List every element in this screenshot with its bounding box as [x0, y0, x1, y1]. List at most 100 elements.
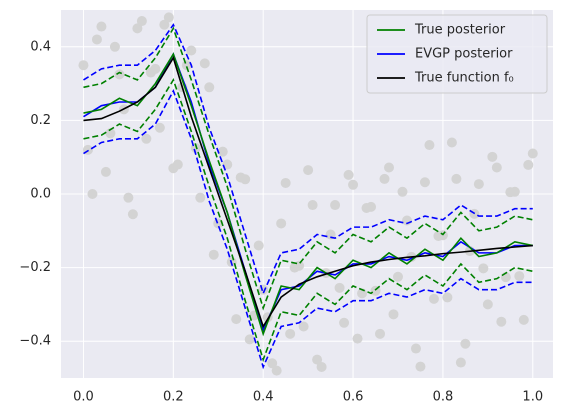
data-point [487, 151, 498, 162]
data-point [91, 34, 102, 45]
data-point [208, 249, 219, 260]
x-tick-label: 0.8 [433, 390, 454, 405]
data-point [388, 309, 399, 320]
data-point [334, 282, 345, 293]
data-point [154, 122, 165, 133]
data-point [307, 200, 318, 211]
data-point [271, 365, 282, 376]
band-line [83, 23, 533, 296]
data-point [267, 358, 278, 369]
data-point [460, 338, 471, 349]
data-point [172, 159, 183, 170]
data-point [235, 172, 246, 183]
data-point [397, 186, 408, 197]
data-point [451, 173, 462, 184]
data-point [316, 361, 327, 372]
data-point [392, 271, 403, 282]
legend-label: True posterior [414, 23, 506, 38]
data-point [473, 179, 484, 190]
data-point [446, 137, 457, 148]
x-tick-label: 0.4 [253, 390, 274, 405]
band-line [83, 78, 533, 363]
data-point [339, 317, 350, 328]
data-point [285, 328, 296, 339]
data-point [114, 69, 125, 80]
data-point [217, 146, 228, 157]
data-point [127, 209, 138, 220]
data-point [141, 133, 152, 144]
data-point [199, 58, 210, 69]
data-point [491, 162, 502, 173]
plot [78, 12, 538, 376]
data-point [195, 192, 206, 203]
data-point [109, 41, 120, 52]
y-tick-label: 0.2 [30, 113, 51, 128]
data-point [312, 354, 323, 365]
data-point [78, 60, 89, 71]
series-line [83, 55, 533, 329]
data-point [145, 67, 156, 78]
data-point [433, 230, 444, 241]
data-point [159, 19, 170, 30]
data-point [442, 292, 453, 303]
data-point [123, 192, 134, 203]
data-point [280, 177, 291, 188]
band-line [83, 89, 533, 370]
data-point [289, 262, 300, 273]
data-point [136, 16, 147, 27]
data-point [253, 240, 264, 251]
data-point [482, 299, 493, 310]
data-point [410, 343, 421, 354]
data-point [186, 45, 197, 56]
data-point [204, 82, 215, 93]
x-tick-label: 1.0 [522, 390, 543, 405]
data-point [523, 159, 534, 170]
data-point [455, 357, 466, 368]
y-tick-label: 0.0 [30, 187, 51, 202]
data-point [496, 316, 507, 327]
data-point [428, 293, 439, 304]
data-point [375, 328, 386, 339]
legend: True posterior EVGP posterior True functio… [366, 14, 548, 94]
data-point [231, 314, 242, 325]
legend-box [366, 14, 548, 94]
series-line [83, 52, 533, 337]
data-point [415, 361, 426, 372]
legend-label: True function f₀ [414, 71, 514, 86]
data-point [276, 218, 287, 229]
ticks: 0.0 0.2 0.4 0.6 0.8 1.0 −0.4 −0.2 0.0 0.2 0.4 [19, 39, 543, 404]
y-tick-label: −0.2 [19, 260, 51, 275]
data-point [105, 128, 116, 139]
data-point [100, 166, 111, 177]
data-point [96, 21, 107, 32]
data-point [348, 179, 359, 190]
data-point [352, 333, 363, 344]
data-point [132, 23, 143, 34]
data-point [303, 165, 314, 176]
band-line [83, 26, 533, 311]
x-tick-label: 0.6 [343, 390, 364, 405]
data-point [518, 314, 529, 325]
data-point [298, 321, 309, 332]
x-tick-label: 0.0 [73, 390, 94, 405]
legend-label: EVGP posterior [415, 47, 513, 62]
data-point [181, 60, 192, 71]
data-point [505, 187, 516, 198]
data-point [244, 334, 255, 345]
data-point [384, 162, 394, 173]
data-point [478, 263, 489, 274]
data-point [163, 12, 174, 23]
x-tick-label: 0.2 [163, 390, 184, 405]
y-tick-label: 0.4 [30, 39, 51, 54]
data-point [330, 200, 341, 211]
data-point [258, 284, 269, 295]
data-point [379, 173, 390, 184]
data-point [343, 169, 354, 180]
data-point [419, 177, 430, 188]
y-tick-label: −0.4 [19, 334, 51, 349]
data-point [514, 271, 525, 282]
data-point [424, 140, 435, 151]
data-point [87, 189, 98, 199]
